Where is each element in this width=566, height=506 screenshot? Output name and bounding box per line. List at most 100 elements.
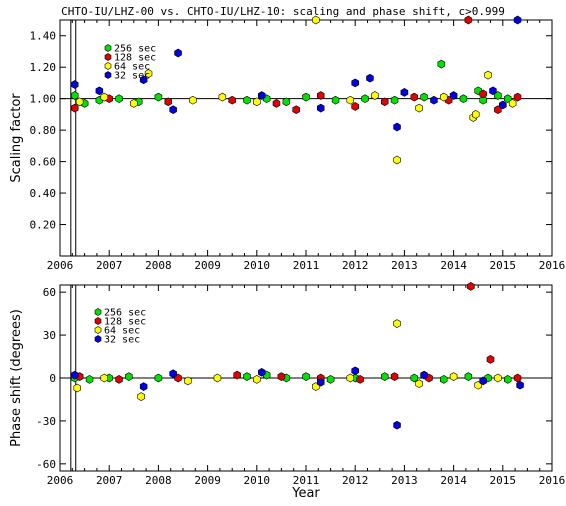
phase-panel: Phase shift (degrees) Year [9,284,553,501]
scaling-point-128 [292,105,300,115]
phase-point-256 [302,372,310,381]
phase-point-128 [486,355,495,364]
phase-y-tick-label: 60 [43,286,56,299]
scaling-point-64 [100,92,108,102]
phase-legend-swatch-32 [94,335,102,343]
scaling-x-tick-label: 2014 [440,259,467,272]
scaling-point-256 [331,95,340,105]
scaling-point-128 [513,92,522,102]
phase-point-64 [253,375,261,384]
scaling-point-256 [361,94,369,104]
scaling-point-64 [189,95,197,105]
scaling-legend-label-64: 64 sec [114,62,150,73]
scaling-x-tick-label: 2016 [539,259,566,272]
scaling-point-32 [489,86,497,96]
scaling-point-32 [393,122,401,132]
scaling-y-tick-label: 1.00 [30,93,57,106]
scaling-y-tick-label: 0.40 [30,187,57,200]
phase-ylabel: Phase shift (degrees) [9,309,24,447]
scaling-x-tick-label: 2007 [96,259,123,272]
scaling-point-128 [479,89,487,99]
phase-legend-label-256: 256 sec [104,308,146,319]
phase-point-32 [169,369,177,379]
scaling-point-32 [351,78,360,88]
phase-point-32 [516,380,524,390]
phase-point-256 [503,375,512,384]
phase-point-128 [233,370,241,380]
phase-point-64 [73,383,81,393]
scaling-point-32 [71,80,79,89]
phase-x-tick-label: 2007 [96,474,123,487]
scaling-legend-swatch-64 [104,62,112,70]
scaling-point-256 [437,59,446,69]
scaling-legend-label-256: 256 sec [114,44,156,55]
scaling-x-tick-label: 2009 [194,259,221,272]
scaling-point-32 [139,75,148,85]
phase-point-256 [243,372,251,381]
phase-point-32 [420,370,428,380]
phase-point-64 [449,372,458,381]
scaling-x-tick-label: 2012 [342,259,369,272]
scaling-y-tick-label: 0.20 [30,219,57,232]
phase-point-64 [393,319,401,328]
phase-x-tick-label: 2015 [490,474,517,487]
scaling-point-64 [415,103,423,113]
scaling-point-32 [366,73,374,83]
phase-point-128 [467,282,475,291]
scaling-point-64 [144,69,153,78]
scaling-point-64 [508,99,517,108]
scaling-point-32 [430,95,438,105]
phase-legend-label-128: 128 sec [104,317,146,328]
scaling-point-256 [302,92,310,102]
scaling-point-256 [459,94,468,104]
phase-point-128 [390,372,399,381]
phase-point-64 [137,392,145,401]
scaling-y-tick-label: 0.60 [30,156,57,169]
scaling-point-256 [243,95,251,105]
scaling-point-64 [484,70,492,80]
phase-point-256 [464,372,473,381]
phase-x-tick-label: 2006 [47,474,74,487]
scaling-x-tick-label: 2006 [47,259,74,272]
scaling-legend-label-32: 32 sec [114,71,150,82]
scaling-point-256 [71,91,79,100]
scaling-point-128 [351,102,360,111]
phase-plot-layer: 2006 2007 2008 2009 2010 2011 2012 2013 2014 2015… [36,282,565,487]
phase-y-tick-label: 30 [43,329,56,342]
phase-legend-label-64: 64 sec [104,326,140,337]
phase-legend-swatch-256 [94,308,102,316]
scaling-legend-swatch-256 [104,44,112,52]
phase-point-32 [257,367,266,377]
phase-legend-label-32: 32 sec [104,335,140,346]
scaling-point-256 [479,95,487,105]
scaling-panel: Scaling factor [9,19,553,257]
phase-point-64 [415,379,423,389]
phase-point-128 [513,373,522,383]
scaling-point-32 [257,91,266,100]
chart-title: CHTO-IU/LHZ-00 vs. CHTO-IU/LHZ-10: scali… [61,5,505,18]
scaling-point-64 [218,92,227,102]
scaling-point-64 [393,155,401,165]
phase-point-64 [184,376,192,386]
scaling-plot-layer: 2006 2007 2008 2009 2010 2011 2012 2013 2014 2015… [30,15,566,272]
phase-x-tick-label: 2014 [440,474,467,487]
scaling-point-128 [410,92,419,102]
phase-y-tick-label: -60 [36,458,56,471]
phase-point-32 [479,376,487,386]
phase-point-256 [154,373,163,383]
phase-legend-swatch-128 [94,317,102,325]
scaling-point-64 [253,97,261,107]
phase-y-tick-label: 0 [49,372,56,385]
phase-legend-swatch-64 [94,326,102,334]
scaling-point-32 [95,86,104,96]
phase-point-32 [139,382,148,391]
scaling-point-64 [346,95,355,105]
scaling-point-64 [439,92,448,102]
scaling-point-128 [272,99,281,108]
phase-point-32 [351,366,360,376]
scaling-y-tick-label: 0.80 [30,124,57,137]
phase-point-256 [439,375,448,384]
phase-xlabel: Year [291,486,320,501]
phase-x-tick-label: 2016 [539,474,566,487]
